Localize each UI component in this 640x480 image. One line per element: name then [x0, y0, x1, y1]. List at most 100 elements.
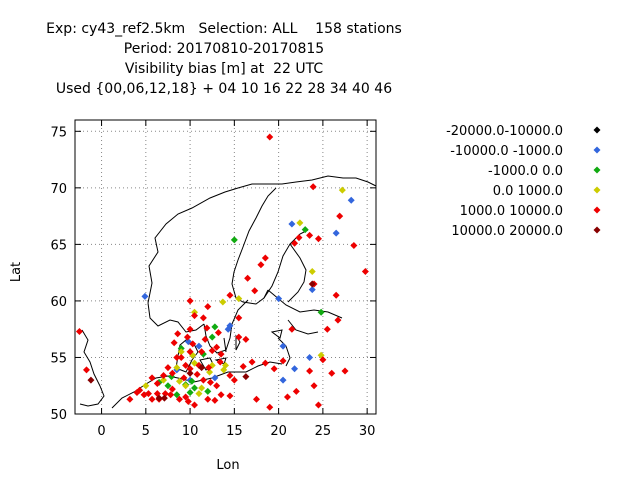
data-point	[206, 378, 214, 386]
y-tick-label: 70	[50, 182, 67, 197]
data-point	[160, 394, 168, 402]
y-axis-ticks: 50 55 60 65 70 75	[50, 125, 376, 423]
data-point	[186, 389, 194, 397]
x-tick-label: 5	[142, 424, 150, 439]
data-point	[314, 235, 322, 243]
data-point	[195, 390, 203, 398]
data-point	[323, 325, 331, 333]
data-point	[168, 385, 176, 393]
data-point	[191, 384, 199, 392]
y-tick-label: 60	[50, 295, 67, 310]
data-point	[224, 325, 232, 333]
data-point	[183, 333, 191, 341]
data-point	[308, 268, 316, 276]
data-point	[314, 401, 322, 409]
data-point	[266, 133, 274, 141]
data-point	[189, 340, 197, 348]
data-point	[195, 342, 203, 350]
legend-label: 0.0 1000.0	[493, 184, 563, 199]
data-point	[126, 395, 134, 403]
data-point	[205, 364, 213, 372]
data-point	[283, 393, 291, 401]
data-point	[160, 372, 168, 380]
legend-marker	[593, 146, 601, 154]
y-tick-label: 55	[50, 351, 67, 366]
data-point	[292, 387, 300, 395]
data-point	[213, 382, 221, 390]
data-point	[239, 363, 247, 371]
legend-label: -20000.0-10000.0	[446, 124, 563, 139]
data-point	[182, 361, 190, 369]
data-point	[338, 186, 346, 194]
legend-label: 10000.0 20000.0	[451, 224, 563, 239]
x-tick-label: 30	[359, 424, 376, 439]
data-point	[204, 395, 212, 403]
data-point	[226, 291, 234, 299]
legend: -20000.0-10000.0 -10000.0 -1000.0 -1000.0 …	[446, 124, 601, 239]
data-point	[164, 382, 172, 390]
data-point	[279, 376, 287, 384]
coastline-oland	[223, 337, 227, 353]
data-point	[291, 239, 299, 247]
data-point	[211, 374, 219, 382]
data-point	[188, 377, 196, 385]
data-point	[203, 324, 211, 332]
data-point	[136, 386, 144, 394]
data-point	[173, 391, 181, 399]
data-point	[252, 395, 260, 403]
data-point	[306, 231, 314, 239]
data-point	[153, 379, 161, 387]
data-point	[296, 219, 304, 227]
data-point	[242, 373, 250, 381]
data-point	[83, 366, 91, 374]
data-point	[288, 220, 296, 228]
coastline-britain	[79, 329, 105, 407]
data-point	[242, 335, 250, 343]
data-point	[201, 335, 209, 343]
data-point	[279, 357, 287, 365]
data-point	[336, 212, 344, 220]
data-point	[222, 361, 229, 369]
data-point	[75, 327, 83, 335]
data-point	[204, 387, 212, 395]
data-point	[161, 390, 169, 398]
data-point	[317, 308, 325, 316]
x-tick-label: 10	[182, 424, 199, 439]
data-point	[257, 261, 265, 269]
data-point	[199, 376, 207, 384]
y-tick-label: 50	[50, 408, 67, 423]
data-point	[350, 242, 358, 250]
data-point	[167, 391, 175, 399]
data-point	[261, 254, 269, 262]
coastline-map	[79, 175, 377, 409]
data-point	[266, 403, 274, 411]
x-tick-label: 25	[315, 424, 332, 439]
data-point	[175, 395, 183, 403]
data-point	[334, 316, 342, 324]
x-tick-label: 0	[97, 424, 105, 439]
data-point	[198, 348, 206, 356]
data-point	[198, 384, 206, 392]
data-point	[310, 382, 318, 390]
data-point	[173, 364, 181, 372]
data-point	[217, 391, 225, 399]
chart-title-line-3: Visibility bias [m] at 22 UTC	[124, 61, 324, 77]
chart-title-line-1: Exp: cy43_ref2.5km Selection: ALL 158 st…	[46, 21, 402, 37]
data-point	[248, 358, 256, 366]
data-point	[211, 323, 219, 331]
data-point	[148, 374, 156, 382]
data-point	[279, 342, 287, 350]
data-point	[204, 303, 212, 311]
data-point	[168, 369, 176, 377]
data-point	[193, 370, 201, 378]
chart-title-line-4: Used {00,06,12,18} + 04 10 16 22 28 34 4…	[55, 81, 393, 97]
data-point	[206, 368, 214, 376]
data-point	[288, 325, 296, 333]
data-point	[191, 312, 199, 320]
legend-marker	[593, 126, 601, 134]
data-point	[214, 329, 222, 337]
data-point	[180, 374, 188, 382]
data-point	[160, 376, 168, 384]
data-point	[244, 274, 252, 282]
